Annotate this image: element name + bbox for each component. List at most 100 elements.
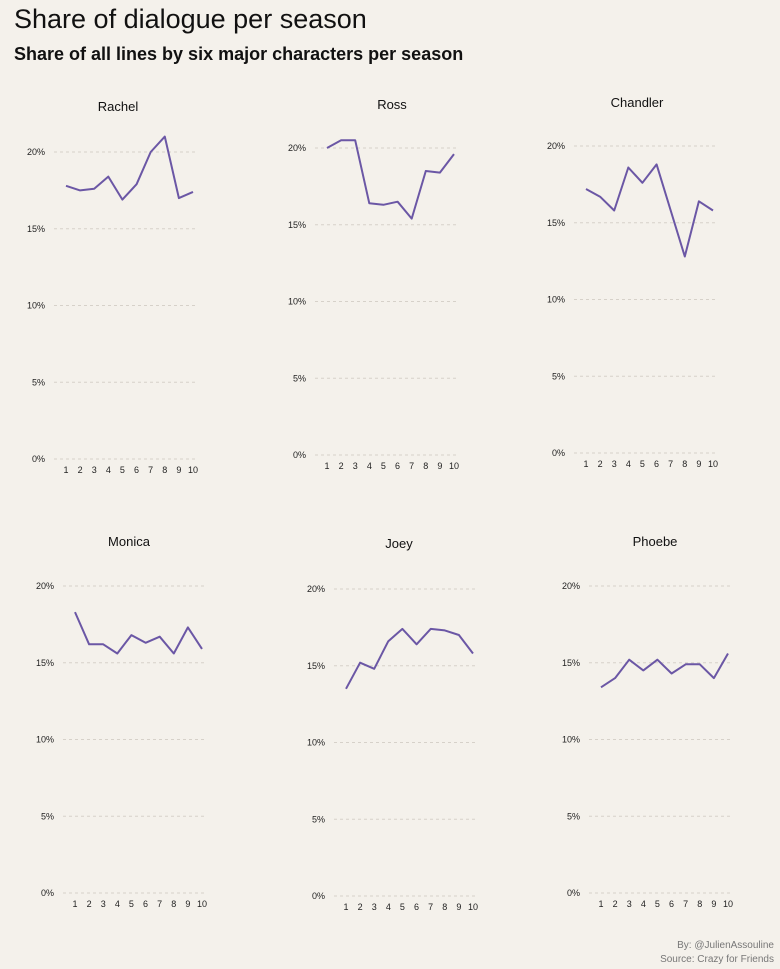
data-point <box>120 198 124 202</box>
y-tick-label: 5% <box>293 373 306 383</box>
data-point <box>200 647 204 651</box>
x-tick-label: 1 <box>598 899 603 909</box>
data-point <box>584 187 588 191</box>
data-point <box>726 652 730 656</box>
x-tick-label: 10 <box>449 461 459 471</box>
x-tick-label: 1 <box>324 461 329 471</box>
x-tick-label: 9 <box>437 461 442 471</box>
panel-phoebe: 0% 5% 10% 15% 20% 1 2 3 4 5 6 7 8 9 10 Phoebe <box>562 534 733 909</box>
data-point <box>396 200 400 204</box>
x-tick-label: 6 <box>134 465 139 475</box>
data-point <box>191 190 195 194</box>
panel-title-ross: Ross <box>377 97 407 112</box>
x-tick-label: 8 <box>697 899 702 909</box>
data-point <box>612 208 616 212</box>
x-tick-label: 6 <box>414 902 419 912</box>
data-point <box>149 150 153 154</box>
y-tick-label: 5% <box>32 377 45 387</box>
data-point <box>144 641 148 645</box>
x-tick-label: 2 <box>339 461 344 471</box>
data-point <box>424 169 428 173</box>
x-tick-label: 10 <box>468 902 478 912</box>
x-tick-label: 7 <box>409 461 414 471</box>
data-point <box>78 188 82 192</box>
series-line-phoebe <box>600 653 729 689</box>
data-point <box>655 658 659 662</box>
y-tick-label: 20% <box>27 147 45 157</box>
credit-author: By: @JulienAssouline <box>677 940 774 951</box>
x-tick-label: 5 <box>655 899 660 909</box>
x-tick-label: 2 <box>87 899 92 909</box>
y-tick-label: 0% <box>567 888 580 898</box>
y-tick-label: 10% <box>27 301 45 311</box>
data-point <box>353 138 357 142</box>
y-tick-label: 20% <box>547 141 565 151</box>
y-tick-label: 0% <box>293 450 306 460</box>
x-tick-label: 2 <box>613 899 618 909</box>
data-point <box>177 196 181 200</box>
x-tick-label: 10 <box>708 459 718 469</box>
x-tick-label: 8 <box>423 461 428 471</box>
x-tick-label: 7 <box>428 902 433 912</box>
y-tick-label: 5% <box>41 811 54 821</box>
data-point <box>627 658 631 662</box>
x-tick-label: 1 <box>72 899 77 909</box>
data-point <box>457 633 461 637</box>
y-tick-label: 10% <box>562 735 580 745</box>
x-tick-label: 7 <box>683 899 688 909</box>
x-tick-label: 9 <box>696 459 701 469</box>
x-tick-label: 1 <box>63 465 68 475</box>
data-point <box>129 633 133 637</box>
x-tick-label: 10 <box>197 899 207 909</box>
x-tick-label: 9 <box>176 465 181 475</box>
panel-title-chandler: Chandler <box>611 95 664 110</box>
data-point <box>400 627 404 631</box>
data-point <box>186 625 190 629</box>
y-tick-label: 20% <box>36 581 54 591</box>
y-tick-label: 0% <box>32 454 45 464</box>
x-tick-label: 8 <box>171 899 176 909</box>
x-tick-label: 3 <box>372 902 377 912</box>
data-point <box>712 676 716 680</box>
y-tick-label: 15% <box>307 661 325 671</box>
x-tick-label: 9 <box>456 902 461 912</box>
data-point <box>92 187 96 191</box>
panel-joey: 0% 5% 10% 15% 20% 1 2 3 4 5 6 7 8 9 10 Joey <box>307 536 478 912</box>
series-line-ross <box>326 139 455 220</box>
x-tick-label: 3 <box>92 465 97 475</box>
panel-ross: 0% 5% 10% 15% 20% 1 2 3 4 5 6 7 8 9 10 Ross <box>288 97 459 471</box>
x-tick-label: 6 <box>395 461 400 471</box>
data-point <box>73 610 77 614</box>
data-point <box>626 165 630 169</box>
data-point <box>158 635 162 639</box>
x-tick-label: 5 <box>640 459 645 469</box>
x-tick-label: 3 <box>353 461 358 471</box>
data-point <box>443 628 447 632</box>
data-point <box>372 667 376 671</box>
x-tick-label: 2 <box>78 465 83 475</box>
x-tick-label: 6 <box>143 899 148 909</box>
data-point <box>115 652 119 656</box>
y-tick-label: 20% <box>562 581 580 591</box>
data-point <box>655 162 659 166</box>
chart-title: Share of dialogue per season <box>14 4 367 34</box>
y-tick-label: 10% <box>547 295 565 305</box>
x-tick-label: 5 <box>381 461 386 471</box>
x-tick-label: 8 <box>162 465 167 475</box>
data-point <box>471 651 475 655</box>
x-tick-label: 6 <box>654 459 659 469</box>
y-tick-label: 5% <box>312 814 325 824</box>
data-point <box>410 217 414 221</box>
data-point <box>683 255 687 259</box>
x-tick-label: 3 <box>627 899 632 909</box>
x-tick-label: 6 <box>669 899 674 909</box>
data-point <box>711 208 715 212</box>
x-tick-label: 4 <box>626 459 631 469</box>
x-tick-label: 4 <box>641 899 646 909</box>
x-tick-label: 5 <box>120 465 125 475</box>
x-tick-label: 9 <box>711 899 716 909</box>
y-tick-label: 20% <box>288 143 306 153</box>
data-point <box>135 182 139 186</box>
data-point <box>101 642 105 646</box>
